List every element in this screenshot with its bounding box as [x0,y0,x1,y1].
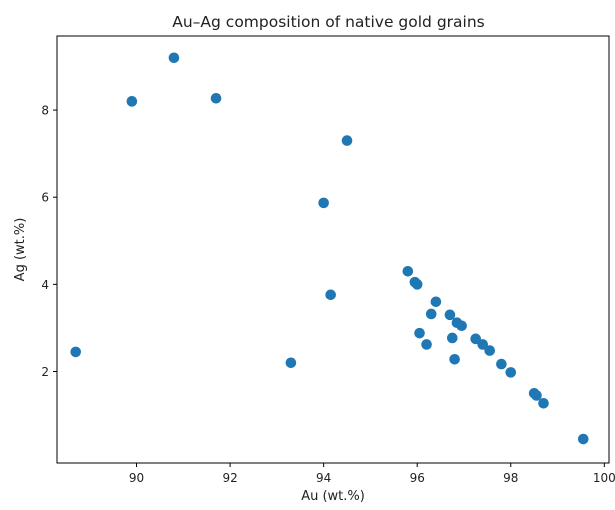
data-point [325,289,336,301]
data-point [444,309,456,321]
data-point [210,93,222,104]
data-point [449,354,460,365]
data-point [531,390,542,401]
x-tick-label: 100 [593,471,615,485]
data-point [414,327,425,339]
y-tick-label: 2 [41,365,49,379]
y-axis-label: Ag (wt.%) [13,218,28,282]
data-point [285,357,297,369]
data-point [318,197,329,209]
data-point [402,265,414,277]
data-point [446,332,458,344]
data-point [126,96,138,107]
data-point [430,296,442,308]
x-tick-label: 96 [410,471,425,485]
data-point [421,339,432,350]
y-tick-label: 6 [41,191,49,205]
data-point [470,333,481,345]
x-tick-label: 92 [222,471,237,485]
data-point [425,308,437,320]
chart-title: Au–Ag composition of native gold grains [172,13,485,31]
plot-area [56,35,610,464]
data-point [505,367,517,378]
data-point [484,345,496,356]
x-axis-label: Au (wt.%) [301,489,365,504]
data-point [168,52,180,64]
data-point [577,433,589,445]
data-point [70,346,82,358]
x-tick-label: 94 [316,471,331,485]
x-tick-label: 98 [503,471,518,485]
y-tick-label: 4 [41,278,49,292]
data-point [341,135,353,146]
data-point [496,358,507,370]
y-axis-ticks: 2 4 6 8 [41,104,57,379]
y-tick-label: 8 [41,104,49,118]
data-point [456,320,467,332]
x-axis-ticks: 90 92 94 96 98 100 [129,463,615,485]
data-points [70,52,589,445]
x-tick-label: 90 [129,471,144,485]
data-point [477,339,488,350]
data-point [411,279,423,290]
data-point [538,398,549,409]
